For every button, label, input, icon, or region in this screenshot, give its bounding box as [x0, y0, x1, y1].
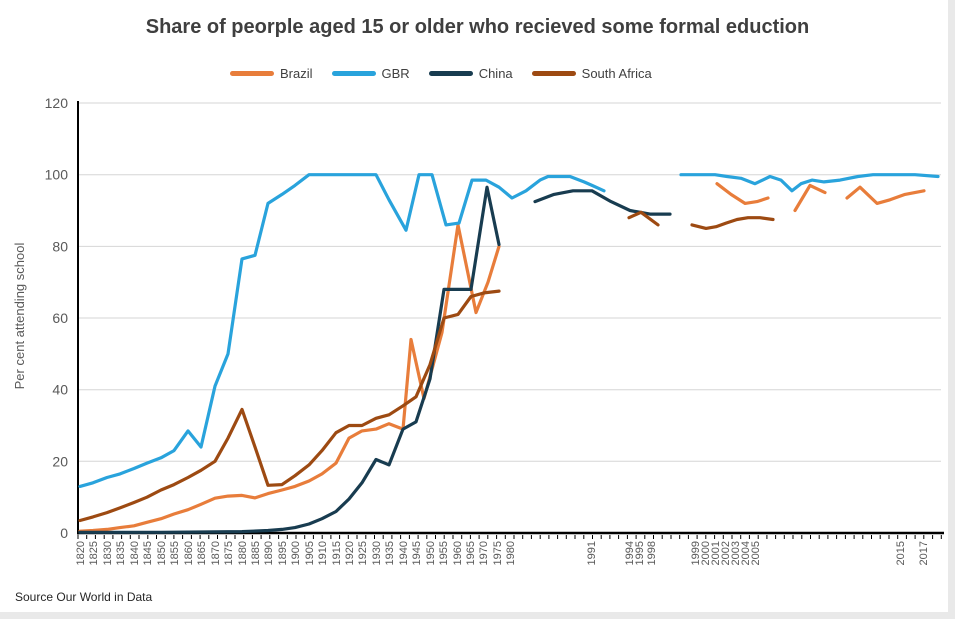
svg-text:1980: 1980 — [505, 541, 517, 565]
legend-item-china: China — [428, 66, 513, 81]
legend-label-china: China — [478, 66, 513, 81]
svg-text:2015: 2015 — [895, 541, 907, 565]
svg-text:1865: 1865 — [196, 541, 208, 565]
svg-text:1825: 1825 — [88, 541, 100, 565]
svg-text:1975: 1975 — [492, 541, 504, 565]
svg-text:2003: 2003 — [730, 541, 742, 565]
x-axis-labels: 1820 1825 1830 1835 1840 1845 1850 1855 1860 1865… — [75, 541, 930, 565]
series-lines — [78, 173, 940, 534]
svg-text:1920: 1920 — [344, 541, 356, 565]
svg-text:1880: 1880 — [237, 541, 249, 565]
svg-text:1960: 1960 — [452, 541, 464, 565]
svg-text:2000: 2000 — [700, 541, 712, 565]
svg-text:1855: 1855 — [169, 541, 181, 565]
legend-label-brazil: Brazil — [280, 66, 313, 81]
svg-text:1875: 1875 — [223, 541, 235, 565]
svg-text:120: 120 — [45, 95, 69, 111]
chart-legend: Brazil GBR China South Africa — [230, 66, 652, 81]
svg-text:1910: 1910 — [317, 541, 329, 565]
svg-text:100: 100 — [45, 167, 69, 183]
china-line-swatch-icon — [428, 71, 473, 76]
svg-text:2017: 2017 — [918, 541, 930, 565]
gbr-line-swatch-icon — [331, 71, 376, 76]
svg-text:80: 80 — [52, 238, 68, 254]
svg-text:1830: 1830 — [102, 541, 114, 565]
svg-text:1905: 1905 — [304, 541, 316, 565]
x-axis-ticks — [77, 535, 942, 539]
south-africa-line-swatch-icon — [531, 71, 576, 76]
svg-text:2005: 2005 — [750, 541, 762, 565]
legend-item-brazil: Brazil — [230, 66, 313, 81]
svg-text:1860: 1860 — [183, 541, 195, 565]
svg-text:1900: 1900 — [290, 541, 302, 565]
legend-item-south-africa: South Africa — [531, 66, 652, 81]
svg-text:1925: 1925 — [357, 541, 369, 565]
svg-text:1885: 1885 — [250, 541, 262, 565]
svg-text:1991: 1991 — [586, 541, 598, 565]
legend-label-south-africa: South Africa — [581, 66, 652, 81]
svg-text:1845: 1845 — [142, 541, 154, 565]
svg-text:20: 20 — [52, 453, 68, 469]
svg-text:1995: 1995 — [634, 541, 646, 565]
svg-text:1965: 1965 — [465, 541, 477, 565]
svg-text:1890: 1890 — [263, 541, 275, 565]
svg-text:1840: 1840 — [129, 541, 141, 565]
series-south-africa — [78, 210, 775, 523]
svg-text:2002: 2002 — [720, 541, 732, 565]
svg-text:1970: 1970 — [478, 541, 490, 565]
svg-text:1994: 1994 — [624, 541, 636, 565]
svg-text:1955: 1955 — [438, 541, 450, 565]
right-edge-strip — [948, 0, 955, 619]
svg-text:1930: 1930 — [371, 541, 383, 565]
svg-text:0: 0 — [60, 525, 68, 541]
svg-text:2004: 2004 — [740, 541, 752, 565]
svg-text:1945: 1945 — [411, 541, 423, 565]
bottom-edge-strip — [0, 612, 955, 619]
svg-text:1999: 1999 — [690, 541, 702, 565]
series-china — [78, 185, 672, 534]
svg-text:1850: 1850 — [156, 541, 168, 565]
svg-text:1915: 1915 — [331, 541, 343, 565]
y-axis-labels: 0 20 40 60 80 100 120 — [45, 95, 69, 541]
svg-text:1940: 1940 — [398, 541, 410, 565]
svg-text:1835: 1835 — [115, 541, 127, 565]
chart-title: Share of peorple aged 15 or older who re… — [145, 16, 810, 38]
svg-text:1870: 1870 — [210, 541, 222, 565]
svg-text:60: 60 — [52, 310, 68, 326]
source-note: Source Our World in Data — [15, 590, 153, 604]
svg-text:1950: 1950 — [425, 541, 437, 565]
svg-text:1935: 1935 — [384, 541, 396, 565]
svg-text:1820: 1820 — [75, 541, 87, 565]
brazil-line-swatch-icon — [230, 71, 274, 76]
svg-text:1895: 1895 — [277, 541, 289, 565]
legend-label-gbr: GBR — [381, 66, 410, 81]
svg-text:2001: 2001 — [710, 541, 722, 565]
svg-text:1998: 1998 — [646, 541, 658, 565]
gridlines — [78, 102, 941, 462]
svg-text:40: 40 — [52, 382, 68, 398]
series-gbr — [78, 173, 940, 488]
series-brazil — [78, 182, 926, 533]
legend-item-gbr: GBR — [331, 66, 410, 81]
